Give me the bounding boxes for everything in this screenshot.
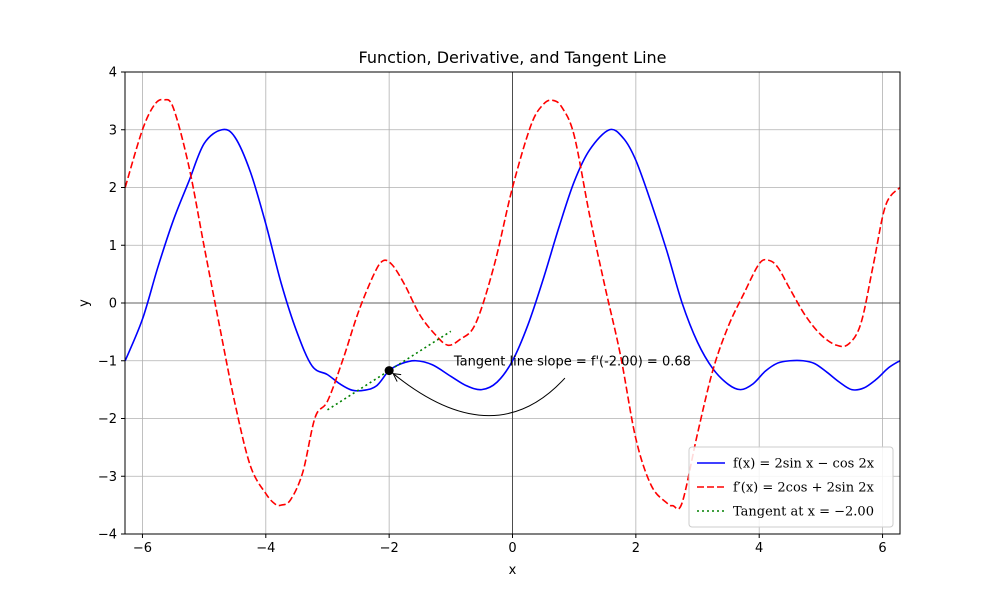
x-tick-label: −4 xyxy=(256,541,275,556)
chart-title: Function, Derivative, and Tangent Line xyxy=(359,48,667,67)
series-line-tangent xyxy=(327,330,452,411)
x-tick-label: 4 xyxy=(755,541,763,556)
x-tick-label: −2 xyxy=(380,541,399,556)
tangent-point xyxy=(384,366,394,376)
y-tick-label: 2 xyxy=(109,181,117,196)
series-line-fprime xyxy=(125,98,900,510)
y-tick-label: 0 xyxy=(109,297,117,312)
legend-label: Tangent at x = −2.00 xyxy=(733,505,874,520)
series-layer xyxy=(125,98,900,510)
legend-label: f′(x) = 2cos + 2sin 2x xyxy=(733,481,874,496)
ticks: −6 −4 −2 0 2 4 6 −4 −3 −2 −1 0 1 2 3 4 xyxy=(98,66,887,557)
x-tick-label: −6 xyxy=(133,541,152,556)
legend-label: f(x) = 2sin x − cos 2x xyxy=(733,457,875,472)
y-axis-label: y xyxy=(77,299,92,307)
zero-lines xyxy=(125,72,900,534)
y-tick-label: −4 xyxy=(98,528,117,543)
x-axis-label: x xyxy=(509,563,517,578)
legend-box xyxy=(688,446,894,528)
series-line-f xyxy=(125,128,900,392)
y-tick-label: −3 xyxy=(98,470,117,485)
legend: f(x) = 2sin x − cos 2x f′(x) = 2cos + 2si… xyxy=(688,446,894,528)
annotation-arrowhead xyxy=(392,372,402,382)
y-tick-label: 1 xyxy=(109,239,117,254)
x-tick-label: 0 xyxy=(508,541,516,556)
annotation-text: Tangent line slope = f'(-2.00) = 0.68 xyxy=(453,355,691,370)
annotation-arrow xyxy=(392,373,566,417)
x-tick-label: 6 xyxy=(878,541,886,556)
x-tick-label: 2 xyxy=(632,541,640,556)
annotation: Tangent line slope = f'(-2.00) = 0.68 xyxy=(392,355,691,417)
y-tick-label: −2 xyxy=(98,412,117,427)
y-tick-label: −1 xyxy=(98,354,117,369)
y-tick-label: 4 xyxy=(109,66,117,81)
y-tick-label: 3 xyxy=(109,123,117,138)
